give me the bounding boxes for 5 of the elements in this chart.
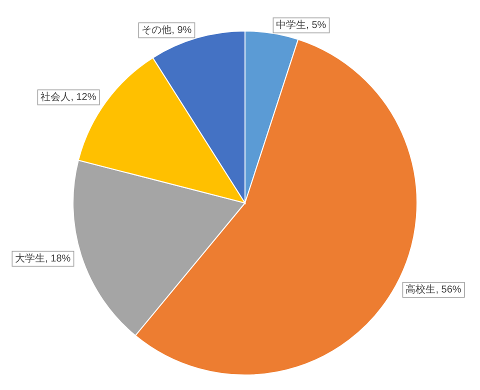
slice-label: 中学生 bbox=[276, 18, 306, 31]
slice-label: 大学生 bbox=[15, 252, 46, 264]
slice-label: 社会人 bbox=[40, 90, 71, 103]
slice-label: 高校生 bbox=[406, 283, 436, 296]
slice-label: その他 bbox=[142, 24, 172, 36]
